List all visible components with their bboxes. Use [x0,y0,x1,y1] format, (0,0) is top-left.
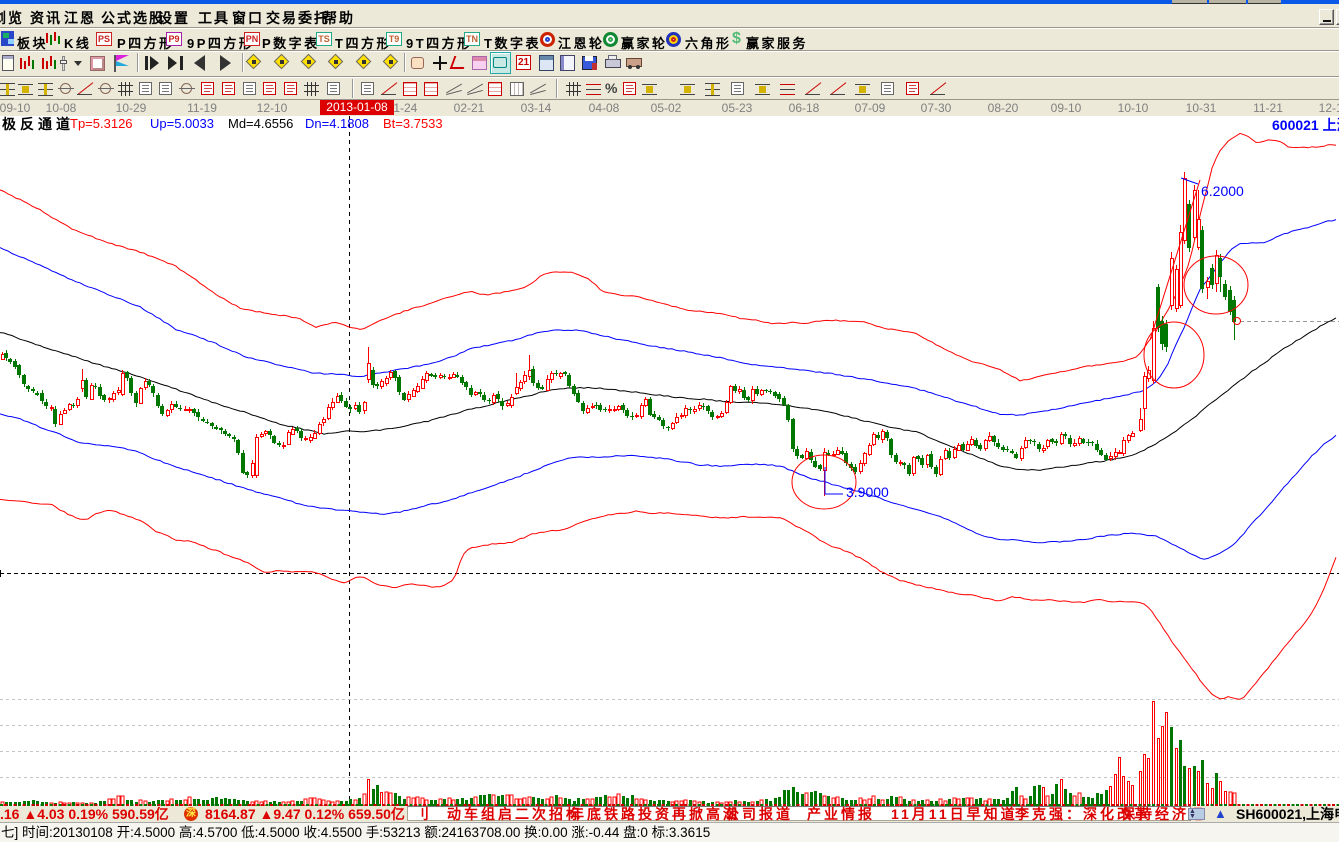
svg-text:600021 上海电: 600021 上海电 [1272,117,1339,133]
svg-text:极反通道: 极反通道 [2,116,74,132]
svg-text:Tp=5.3126: Tp=5.3126 [70,116,133,131]
svg-text:Md=4.6556: Md=4.6556 [228,116,293,131]
svg-text:Bt=3.7533: Bt=3.7533 [383,116,443,131]
svg-text:3.9000: 3.9000 [846,484,889,500]
svg-text:6.2000: 6.2000 [1201,183,1244,199]
svg-text:Up=5.0033: Up=5.0033 [150,116,214,131]
svg-text:Dn=4.1808: Dn=4.1808 [305,116,369,131]
